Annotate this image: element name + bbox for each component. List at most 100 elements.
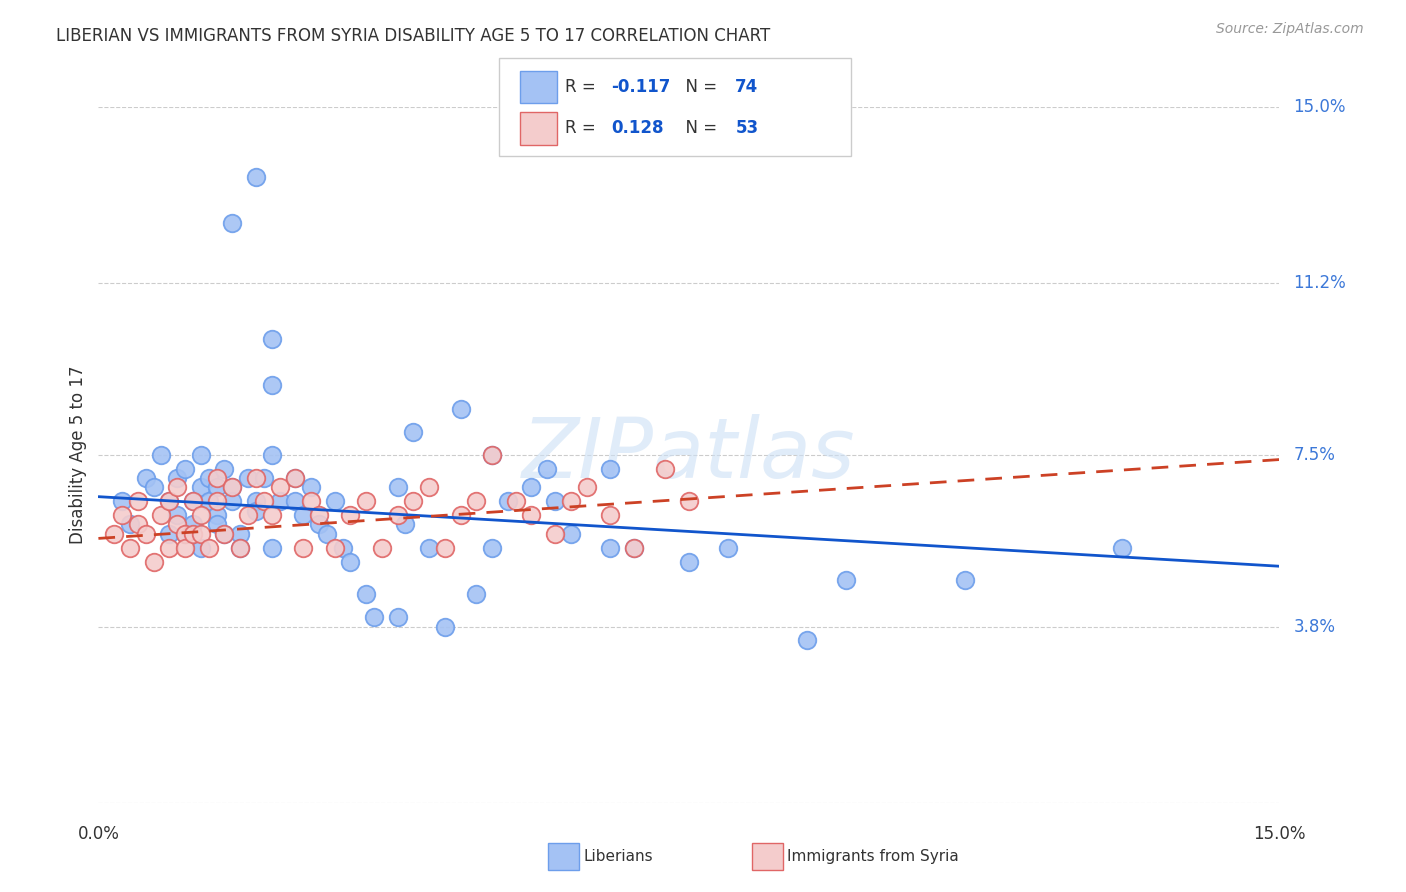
- Point: [520, 508, 543, 523]
- Text: LIBERIAN VS IMMIGRANTS FROM SYRIA DISABILITY AGE 5 TO 17 CORRELATION CHART: LIBERIAN VS IMMIGRANTS FROM SYRIA DISABI…: [56, 27, 770, 45]
- Point: [575, 480, 598, 494]
- Text: Immigrants from Syria: Immigrants from Syria: [787, 849, 959, 863]
- Point: [157, 541, 180, 555]
- Point: [197, 471, 219, 485]
- Point: [103, 526, 125, 541]
- Point: [214, 526, 236, 541]
- Point: [205, 480, 228, 494]
- Point: [190, 508, 212, 523]
- Point: [418, 480, 440, 494]
- Point: [308, 508, 330, 523]
- Text: R =: R =: [565, 78, 602, 96]
- Text: 7.5%: 7.5%: [1294, 446, 1336, 464]
- Point: [323, 541, 346, 555]
- Point: [450, 508, 472, 523]
- Text: 15.0%: 15.0%: [1253, 825, 1306, 843]
- Point: [214, 462, 236, 476]
- Point: [717, 541, 740, 555]
- Point: [181, 517, 204, 532]
- Point: [339, 508, 361, 523]
- Point: [678, 555, 700, 569]
- Point: [481, 541, 503, 555]
- Point: [166, 508, 188, 523]
- Point: [292, 508, 315, 523]
- Point: [544, 526, 567, 541]
- Point: [221, 494, 243, 508]
- Point: [127, 494, 149, 508]
- Point: [371, 541, 394, 555]
- Point: [135, 526, 157, 541]
- Point: [433, 541, 456, 555]
- Point: [308, 517, 330, 532]
- Point: [181, 494, 204, 508]
- Point: [181, 494, 204, 508]
- Point: [505, 494, 527, 508]
- Point: [190, 448, 212, 462]
- Point: [150, 448, 173, 462]
- Point: [299, 480, 322, 494]
- Point: [214, 526, 236, 541]
- Text: Liberians: Liberians: [583, 849, 654, 863]
- Point: [236, 508, 259, 523]
- Point: [284, 494, 307, 508]
- Text: -0.117: -0.117: [612, 78, 671, 96]
- Point: [229, 541, 252, 555]
- Point: [253, 494, 276, 508]
- Point: [450, 401, 472, 416]
- Point: [678, 494, 700, 508]
- Point: [166, 517, 188, 532]
- Point: [127, 517, 149, 532]
- Point: [269, 494, 291, 508]
- Point: [354, 494, 377, 508]
- Point: [221, 480, 243, 494]
- Point: [339, 555, 361, 569]
- Point: [363, 610, 385, 624]
- Point: [229, 541, 252, 555]
- Point: [205, 494, 228, 508]
- Point: [111, 508, 134, 523]
- Point: [190, 480, 212, 494]
- Point: [387, 508, 409, 523]
- Point: [402, 425, 425, 439]
- Text: 53: 53: [735, 120, 758, 137]
- Point: [157, 494, 180, 508]
- Point: [260, 332, 283, 346]
- Point: [387, 610, 409, 624]
- Text: 0.128: 0.128: [612, 120, 664, 137]
- Point: [150, 508, 173, 523]
- Point: [260, 448, 283, 462]
- Point: [269, 480, 291, 494]
- Point: [299, 494, 322, 508]
- Point: [174, 541, 197, 555]
- Point: [953, 573, 976, 587]
- Point: [174, 462, 197, 476]
- Point: [190, 526, 212, 541]
- Point: [654, 462, 676, 476]
- Point: [387, 480, 409, 494]
- Point: [433, 619, 456, 633]
- Point: [245, 169, 267, 184]
- Point: [118, 541, 141, 555]
- Point: [599, 462, 621, 476]
- Point: [157, 494, 180, 508]
- Point: [135, 471, 157, 485]
- Point: [354, 587, 377, 601]
- Point: [599, 508, 621, 523]
- Text: 74: 74: [735, 78, 759, 96]
- Point: [835, 573, 858, 587]
- Point: [205, 471, 228, 485]
- Point: [599, 541, 621, 555]
- Point: [496, 494, 519, 508]
- Point: [174, 526, 197, 541]
- Point: [205, 508, 228, 523]
- Point: [142, 555, 165, 569]
- Point: [166, 480, 188, 494]
- Point: [245, 503, 267, 517]
- Point: [796, 633, 818, 648]
- Point: [253, 471, 276, 485]
- Text: 15.0%: 15.0%: [1294, 98, 1346, 116]
- Point: [229, 526, 252, 541]
- Point: [142, 480, 165, 494]
- Point: [332, 541, 354, 555]
- Point: [111, 494, 134, 508]
